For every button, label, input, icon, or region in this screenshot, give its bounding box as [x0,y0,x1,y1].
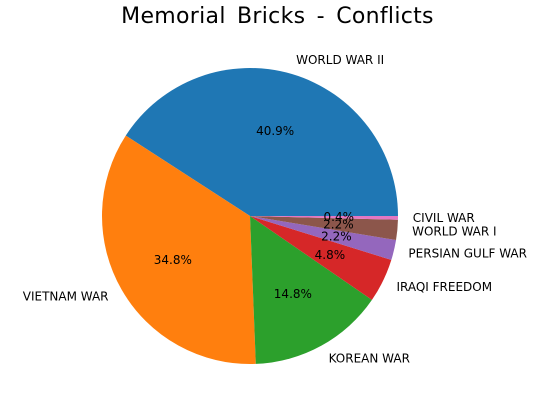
chart-title: Memorial Bricks - Conflicts [121,4,434,29]
slice-percent-label: 0.4% [324,210,355,224]
slice-percent-label: 34.8% [154,253,192,267]
pie-slice-3 [250,216,392,300]
slice-label: WORLD WAR I [412,224,497,238]
slices-layer [102,68,398,365]
slice-percent-label: 2.2% [323,217,354,231]
pie-slice-5 [250,216,398,241]
slice-percent-label: 4.8% [315,248,346,262]
pie-slice-6 [250,216,398,220]
slice-percent-label: 40.9% [256,124,294,138]
pie-slice-2 [250,216,372,364]
slice-label: WORLD WAR II [296,53,384,67]
pie-slice-1 [102,135,256,365]
slice-percent-label: 2.2% [321,229,352,243]
slice-label: IRAQI FREEDOM [396,280,492,294]
labels-layer: WORLD WAR II 40.9% VIETNAM WAR 34.8% KOREAN … [23,53,527,366]
slice-label: CIVIL WAR [413,211,475,225]
slice-percent-label: 14.8% [274,287,312,301]
pie-slice-0 [125,68,398,217]
slice-label: VIETNAM WAR [23,290,109,304]
slice-label: KOREAN WAR [329,352,410,366]
slice-label: PERSIAN GULF WAR [408,246,527,260]
pie-slice-4 [250,216,397,260]
